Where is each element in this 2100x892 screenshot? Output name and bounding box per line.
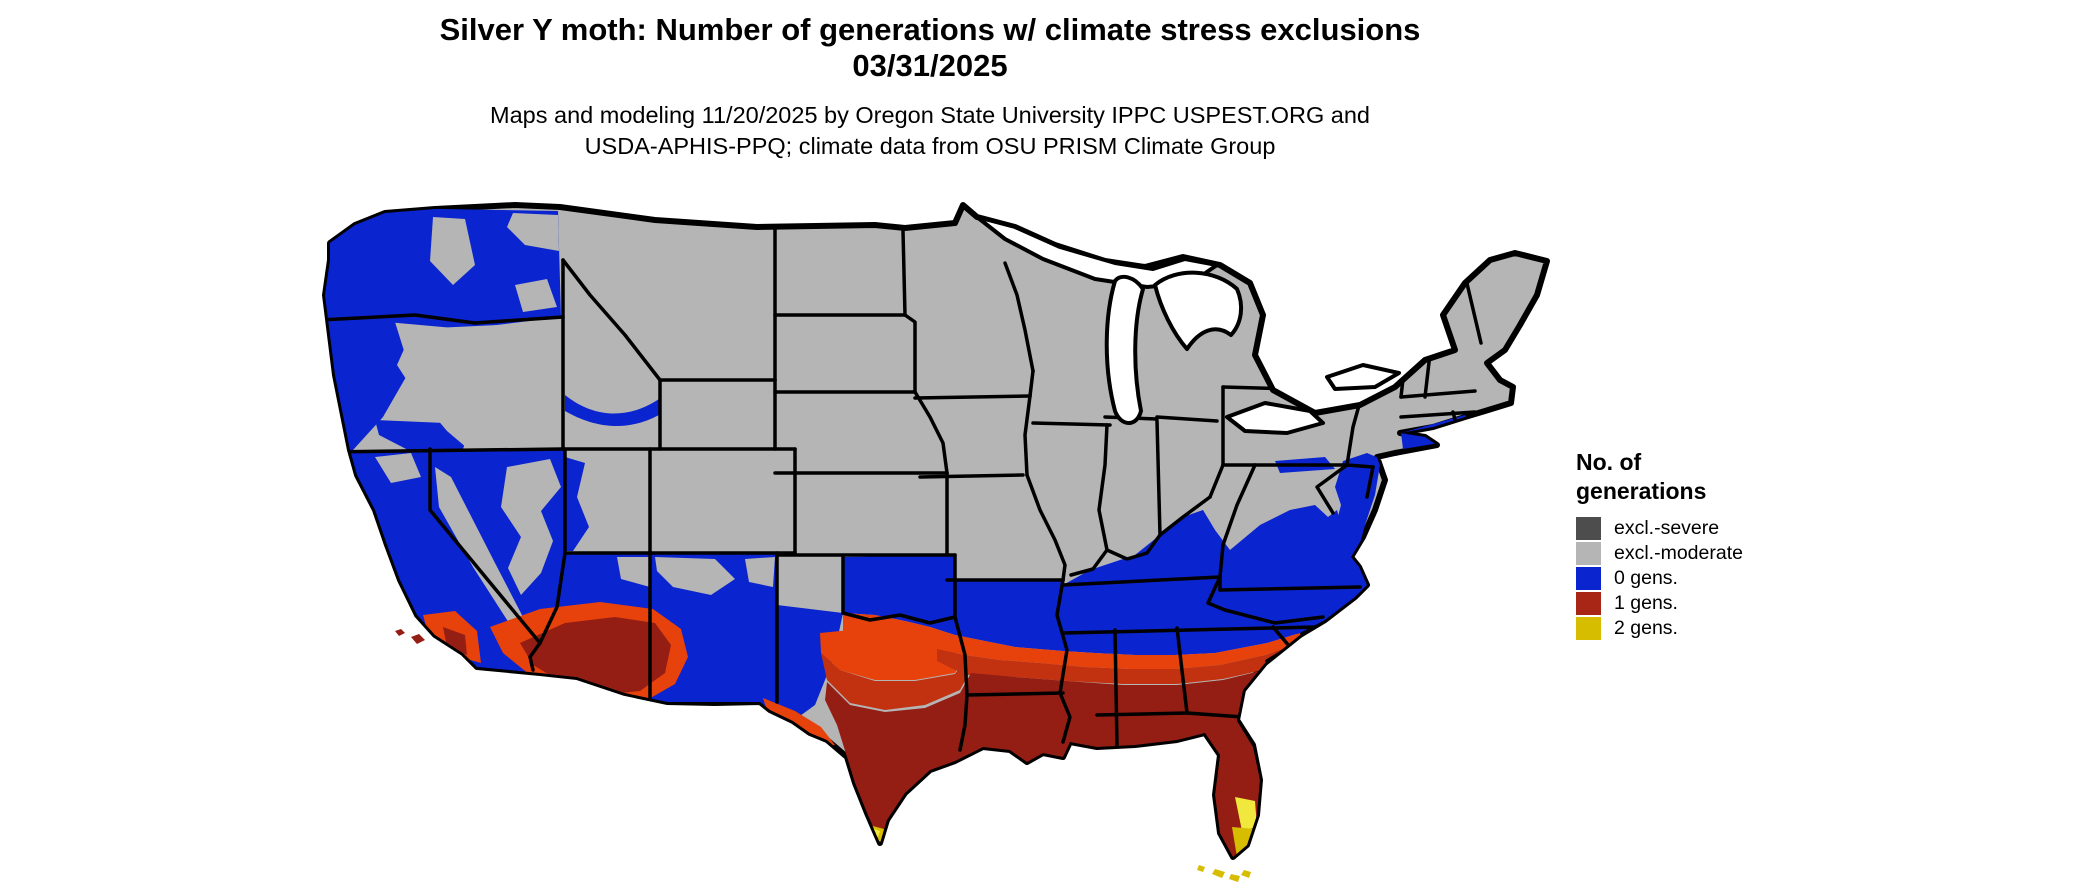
great-lakes xyxy=(975,215,1401,435)
attribution-line-1: Maps and modeling 11/20/2025 by Oregon S… xyxy=(490,101,1370,128)
legend-color-swatch xyxy=(1576,592,1601,616)
us-map-container xyxy=(315,165,1560,890)
legend-item-label: excl.-moderate xyxy=(1614,542,1743,565)
legend-item-label: excl.-severe xyxy=(1614,517,1720,540)
florida-keys xyxy=(1197,865,1251,882)
legend-item-label: 0 gens. xyxy=(1614,567,1678,590)
attribution-line-2: USDA-APHIS-PPQ; climate data from OSU PR… xyxy=(584,132,1276,159)
lake-michigan xyxy=(1104,274,1145,425)
map-legend: No. of generations excl.-severe excl.-mo… xyxy=(1576,448,1916,641)
lake-superior xyxy=(975,215,1219,289)
legend-item: 1 gens. xyxy=(1576,591,1916,616)
legend-item: 0 gens. xyxy=(1576,566,1916,591)
legend-color-swatch xyxy=(1576,567,1601,591)
legend-item-label: 1 gens. xyxy=(1614,592,1678,615)
map-header: Silver Y moth: Number of generations w/ … xyxy=(0,12,1860,162)
legend-color-swatch xyxy=(1576,617,1601,641)
map-attribution: Maps and modeling 11/20/2025 by Oregon S… xyxy=(0,100,1860,162)
legend-title-line-1: No. of xyxy=(1576,449,1642,475)
legend-items: excl.-severe excl.-moderate 0 gens. 1 ge… xyxy=(1576,516,1916,641)
map-region-2-gens xyxy=(867,797,1257,857)
map-date: 03/31/2025 xyxy=(852,47,1008,83)
legend-title: No. of generations xyxy=(1576,448,1916,505)
legend-color-swatch xyxy=(1576,517,1601,541)
lake-huron xyxy=(1153,270,1244,351)
map-region-excl-moderate-patches xyxy=(375,213,775,623)
us-map xyxy=(322,202,1550,882)
legend-item: excl.-moderate xyxy=(1576,541,1916,566)
channel-islands xyxy=(395,629,425,644)
lake-ontario xyxy=(1325,363,1401,391)
legend-item-label: 2 gens. xyxy=(1614,617,1678,640)
legend-title-line-2: generations xyxy=(1576,477,1707,504)
legend-item: 2 gens. xyxy=(1576,616,1916,641)
page-title: Silver Y moth: Number of generations w/ … xyxy=(439,12,1421,47)
lake-erie xyxy=(1225,401,1325,435)
legend-color-swatch xyxy=(1576,542,1601,566)
legend-item: excl.-severe xyxy=(1576,516,1916,541)
map-region-1-gen-mid xyxy=(821,643,1303,710)
